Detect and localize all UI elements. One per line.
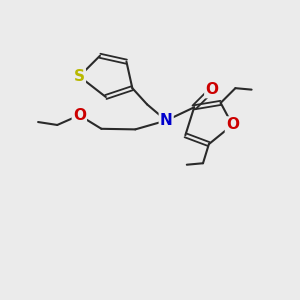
Text: N: N [160,113,172,128]
Text: S: S [74,69,85,84]
Text: O: O [73,108,86,123]
Text: O: O [205,82,218,97]
Text: O: O [226,118,239,133]
